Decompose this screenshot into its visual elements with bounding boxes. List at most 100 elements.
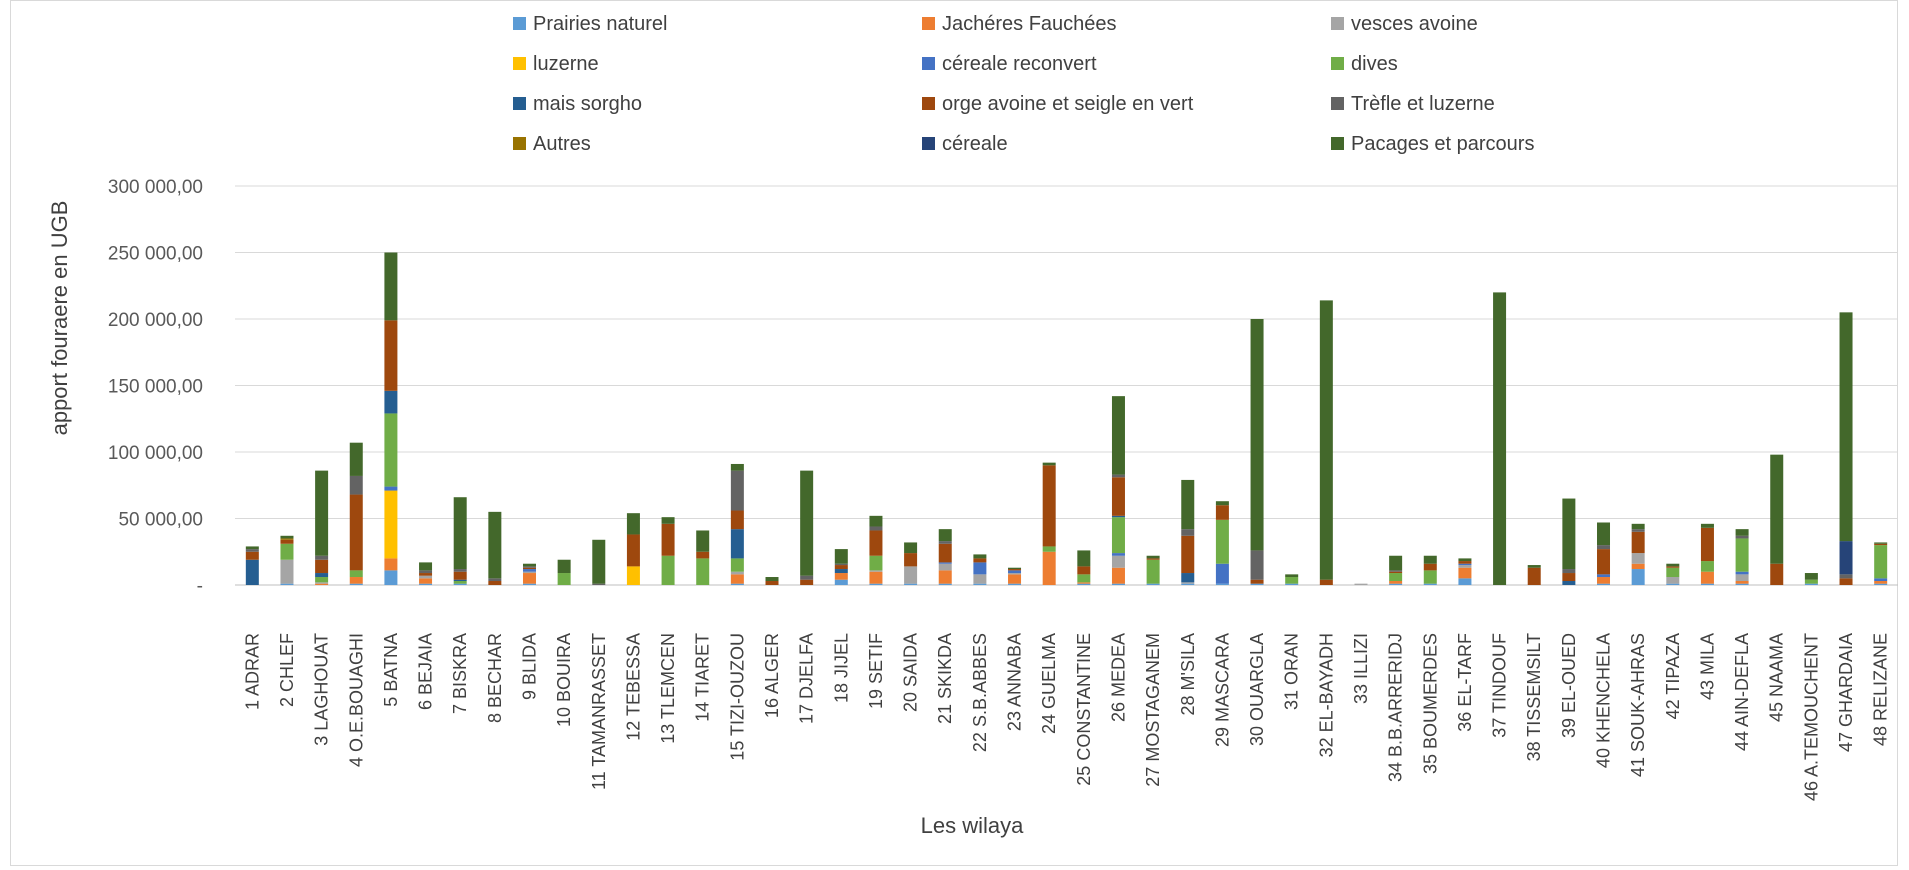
x-category-label: 43 MILA: [1697, 633, 1717, 700]
bar-segment: [1562, 581, 1576, 585]
bar-segment: [315, 573, 329, 578]
bar-segment: [730, 574, 744, 584]
bar-segment: [1008, 583, 1022, 585]
x-category-label: 42 TIPAZA: [1663, 633, 1683, 719]
bar-segment: [1319, 579, 1333, 585]
bar-segment: [1077, 574, 1091, 583]
x-category-label: 36 EL-TARF: [1455, 633, 1475, 732]
bar-segment: [1215, 563, 1229, 584]
x-category-label: 41 SOUK-AHRAS: [1628, 633, 1648, 777]
x-category-label: 22 S.B.ABBES: [970, 633, 990, 752]
bar-segment: [730, 463, 744, 471]
bar-segment: [1250, 550, 1264, 580]
bar-segment: [1804, 583, 1818, 585]
bar-segment: [384, 490, 398, 559]
x-category-label: 11 TAMANRASSET: [589, 633, 609, 790]
legend-swatch: [1331, 137, 1344, 150]
bar-segment: [1181, 583, 1195, 585]
y-tick-label: 100 000,00: [108, 443, 203, 464]
bar-segment: [349, 475, 363, 495]
x-category-label: 6 BEJAIA: [416, 633, 436, 710]
bar-segment: [384, 320, 398, 391]
x-category-label: 35 BOUMERDES: [1420, 633, 1440, 774]
x-category-label: 33 ILLIZI: [1351, 633, 1371, 704]
bar-segment: [522, 566, 536, 568]
bar-segment: [730, 470, 744, 511]
bar-segment: [1042, 551, 1056, 585]
bar-segment: [800, 470, 814, 576]
bar-segment: [626, 566, 640, 585]
x-category-label: 1 ADRAR: [242, 633, 262, 710]
bar-segment: [488, 581, 502, 585]
legend-swatch: [513, 17, 526, 30]
bar-segment: [522, 567, 536, 570]
x-category-label: 4 O.E.BOUAGHI: [346, 633, 366, 767]
bar-segment: [1562, 498, 1576, 570]
bar-segment: [938, 543, 952, 563]
bar-segment: [1042, 546, 1056, 552]
bar-segment: [349, 442, 363, 476]
x-category-label: 28 M'SILA: [1178, 633, 1198, 715]
bar-segment: [315, 470, 329, 556]
bar-segment: [488, 511, 502, 579]
bar-segment: [1770, 563, 1784, 585]
x-category-label: 3 LAGHOUAT: [312, 633, 332, 746]
bar-segment: [1735, 581, 1749, 584]
bar-segment: [1700, 571, 1714, 584]
x-category-label: 9 BLIDA: [519, 633, 539, 700]
x-category-label: 15 TIZI-OUZOU: [727, 633, 747, 761]
bar-segment: [1285, 583, 1299, 585]
bar-segment: [557, 573, 571, 585]
bar-segment: [384, 558, 398, 571]
legend-swatch: [513, 97, 526, 110]
bar-segment: [1111, 555, 1125, 568]
bar-segment: [1874, 581, 1888, 584]
gridlines: [235, 185, 1898, 586]
bar-segment: [1008, 569, 1022, 571]
bar-segment: [245, 551, 259, 560]
legend-swatch: [1331, 97, 1344, 110]
x-category-label: 48 RELIZANE: [1871, 633, 1891, 746]
bar-segment: [1389, 583, 1403, 585]
bar-segment: [1458, 578, 1472, 585]
x-category-label: 13 TLEMCEN: [658, 633, 678, 744]
bar-segment: [1631, 569, 1645, 585]
bar-segment: [349, 577, 363, 584]
legend-swatch: [513, 137, 526, 150]
x-category-label: 31 ORAN: [1282, 633, 1302, 710]
bar-segment: [1458, 563, 1472, 566]
bar-segment: [453, 581, 467, 584]
bar-segment: [419, 573, 433, 576]
y-axis-ticks: - 50 000,00 100 000,00 150 000,00 200 000,00…: [108, 177, 203, 597]
x-category-label: 17 DJELFA: [797, 633, 817, 724]
x-category-label: 21 SKIKDA: [935, 633, 955, 724]
bar-segment: [730, 529, 744, 559]
legend: Prairies naturel Jachéres Fauchées vesces …: [513, 13, 1534, 155]
bar-segment: [1111, 517, 1125, 554]
bar-segment: [626, 534, 640, 567]
bar-segment: [1735, 538, 1749, 572]
bar-segment: [1631, 523, 1645, 530]
x-category-label: 16 ALGER: [762, 633, 782, 718]
bar-segment: [1319, 300, 1333, 580]
bar-segment: [730, 510, 744, 530]
legend-swatch: [922, 57, 935, 70]
bar-segment: [1839, 578, 1853, 585]
bar-segment: [800, 579, 814, 585]
bar-segment: [1458, 565, 1472, 568]
bar-segment: [1735, 529, 1749, 536]
bar-segment: [1597, 583, 1611, 585]
x-category-label: 45 NAAMA: [1767, 633, 1787, 722]
bar-segment: [1250, 583, 1264, 585]
bar-segment: [1666, 577, 1680, 584]
bar-segment: [245, 549, 259, 552]
chart-area: [10, 0, 1898, 866]
bar-segment: [1874, 578, 1888, 582]
bar-segment: [315, 555, 329, 560]
bar-segment: [349, 583, 363, 585]
bar-segment: [869, 571, 883, 584]
bar-segment: [1111, 474, 1125, 478]
bar-segment: [938, 583, 952, 585]
bar-segment: [453, 571, 467, 580]
bar-segment: [696, 551, 710, 559]
